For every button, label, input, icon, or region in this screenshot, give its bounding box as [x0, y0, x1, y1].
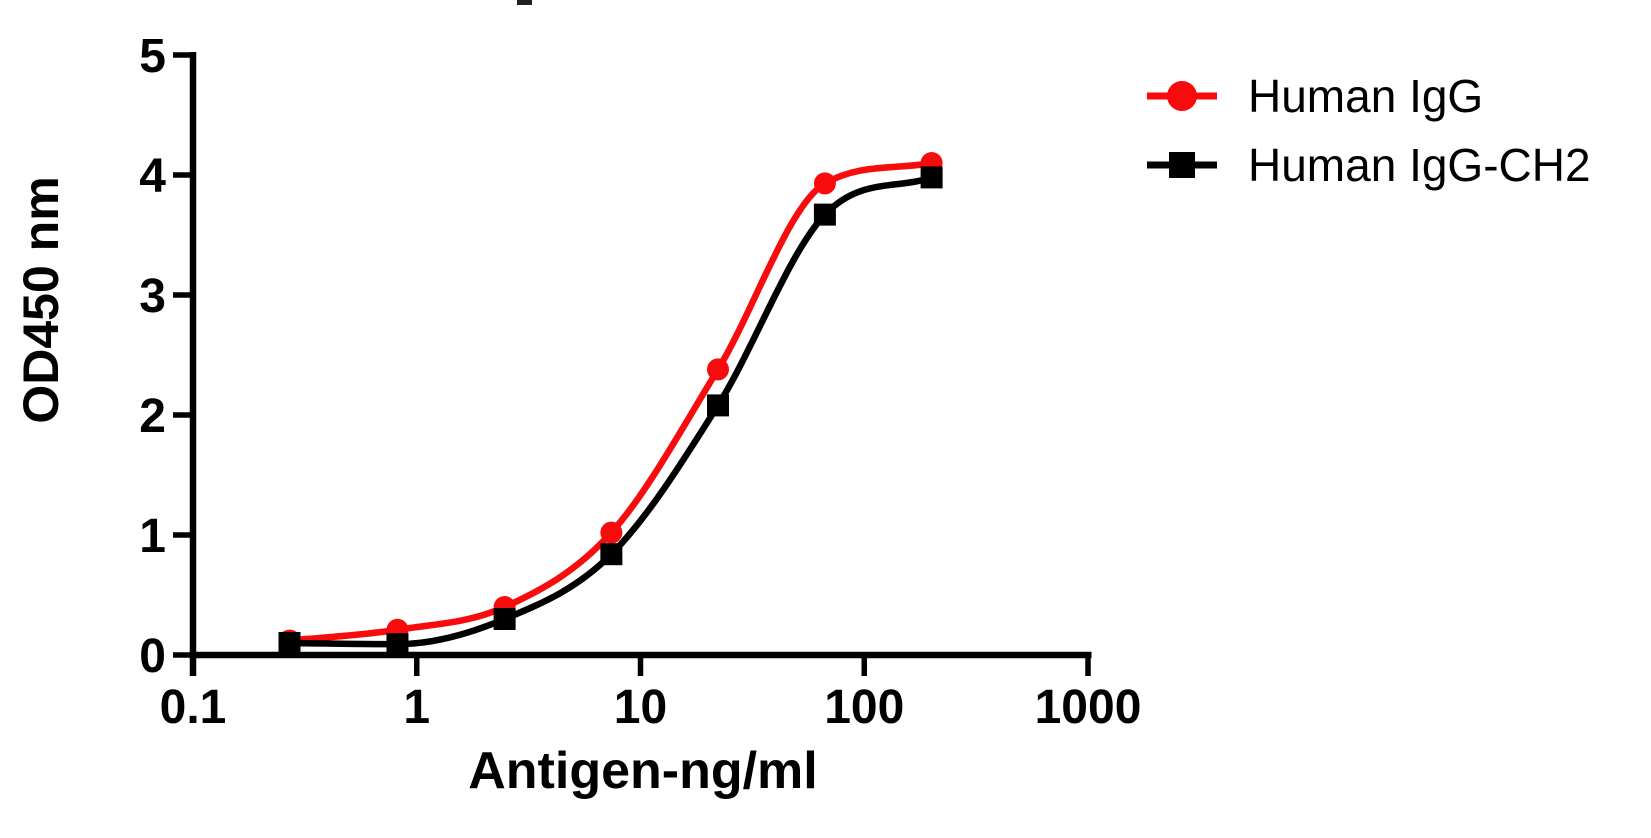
series-curve-human-igg-ch2: [289, 174, 933, 648]
legend-circle-marker-icon: [1167, 81, 1197, 111]
data-point-human-igg-ch2: [386, 633, 409, 656]
data-point-human-igg: [813, 172, 836, 195]
cropped-text-fragment: [517, 0, 532, 5]
legend-label-human-igg: Human IgG: [1248, 70, 1483, 122]
y-tick-label-0: 0: [139, 630, 166, 683]
data-point-human-igg: [706, 358, 729, 381]
axes: 0 1 2 3 4 5 0.1 1 10 100 1000: [139, 30, 1141, 734]
data-point-human-igg-ch2: [920, 166, 943, 189]
x-tick-label-100: 100: [824, 681, 904, 734]
x-tick-label-1000: 1000: [1035, 681, 1142, 734]
x-axis-title: Antigen-ng/ml: [468, 742, 818, 800]
x-tick-label-1: 1: [403, 681, 430, 734]
y-tick-label-1: 1: [139, 510, 166, 563]
y-tick-label-4: 4: [139, 150, 166, 203]
y-tick-label-5: 5: [139, 30, 166, 83]
data-point-human-igg: [600, 521, 623, 544]
data-point-human-igg-ch2: [493, 608, 516, 630]
legend: Human IgG Human IgG-CH2: [1147, 70, 1591, 191]
series-curve-human-igg: [289, 159, 933, 644]
data-point-human-igg-ch2: [813, 203, 836, 226]
x-tick-label-10: 10: [614, 681, 667, 734]
y-tick-label-2: 2: [139, 390, 166, 443]
legend-square-marker-icon: [1169, 152, 1195, 178]
series-plot-area: [278, 152, 943, 656]
y-tick-label-3: 3: [139, 270, 166, 323]
x-tick-label-0.1: 0.1: [160, 681, 227, 734]
data-point-human-igg-ch2: [706, 394, 729, 417]
y-axis-title: OD450 nm: [13, 176, 69, 423]
data-point-human-igg-ch2: [278, 632, 301, 654]
legend-label-human-igg-ch2: Human IgG-CH2: [1248, 139, 1591, 191]
data-point-human-igg-ch2: [600, 543, 623, 566]
